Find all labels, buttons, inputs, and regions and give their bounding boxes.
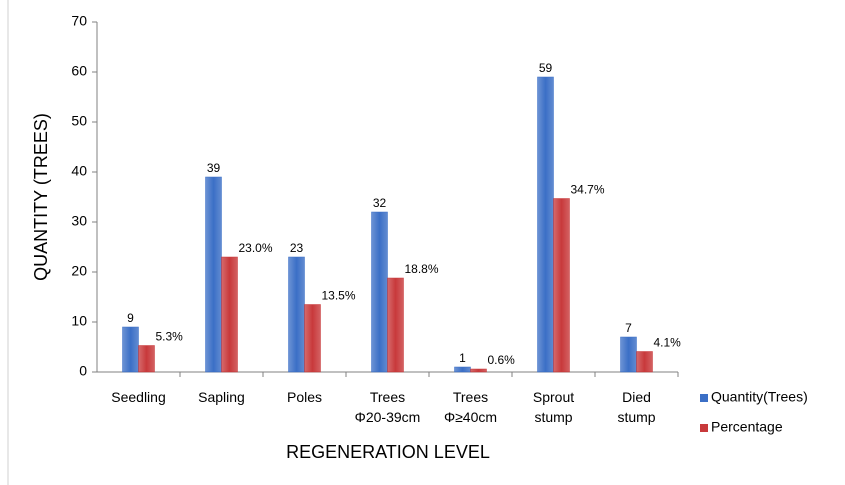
value-label: 9 <box>127 311 134 325</box>
legend-label: Percentage <box>711 419 783 435</box>
bar <box>470 368 487 373</box>
x-tick-label: Trees Φ20-39cm <box>355 389 421 425</box>
x-tick-label: Trees Φ≥40cm <box>444 389 497 425</box>
bar <box>553 198 570 373</box>
value-label: 23 <box>290 241 304 255</box>
y-tick-label: 10 <box>71 313 87 329</box>
y-tick-label: 70 <box>71 13 87 29</box>
value-label: 13.5% <box>322 289 356 303</box>
bar <box>620 336 637 373</box>
value-label: 23.0% <box>239 241 273 255</box>
bar <box>205 176 222 373</box>
y-tick-label: 50 <box>71 113 87 129</box>
value-label: 32 <box>373 196 387 210</box>
value-label: 1 <box>459 351 466 365</box>
bar <box>371 211 388 373</box>
x-axis-title: REGENERATION LEVEL <box>286 442 490 462</box>
value-label: 34.7% <box>571 183 605 197</box>
legend-label: Quantity(Trees) <box>711 389 808 405</box>
bar <box>288 256 305 373</box>
value-label: 7 <box>625 321 632 335</box>
bar <box>138 345 155 373</box>
y-tick-label: 60 <box>71 63 87 79</box>
legend-swatch <box>700 424 708 432</box>
bar <box>122 326 139 373</box>
x-tick-label: Seedling <box>111 389 166 405</box>
x-tick-label: Died stump <box>617 389 655 425</box>
value-label: 0.6% <box>488 353 516 367</box>
bar <box>636 351 653 373</box>
legend-swatch <box>700 394 708 402</box>
x-tick-label: Poles <box>287 389 322 405</box>
value-label: 5.3% <box>156 330 184 344</box>
y-tick-label: 40 <box>71 163 87 179</box>
y-tick-label: 0 <box>79 363 87 379</box>
bar <box>387 277 404 373</box>
y-tick-label: 30 <box>71 213 87 229</box>
x-tick-label: Sapling <box>198 389 245 405</box>
bar <box>304 304 321 373</box>
value-label: 18.8% <box>405 262 439 276</box>
x-tick-label: Sprout stump <box>533 389 574 425</box>
bar <box>454 366 471 373</box>
value-label: 39 <box>207 161 221 175</box>
bar <box>537 76 554 373</box>
value-label: 4.1% <box>654 336 682 350</box>
y-tick-label: 20 <box>71 263 87 279</box>
bar <box>221 256 238 373</box>
y-axis-title: QUANTITY (TREES) <box>31 113 51 281</box>
value-label: 59 <box>539 61 553 75</box>
